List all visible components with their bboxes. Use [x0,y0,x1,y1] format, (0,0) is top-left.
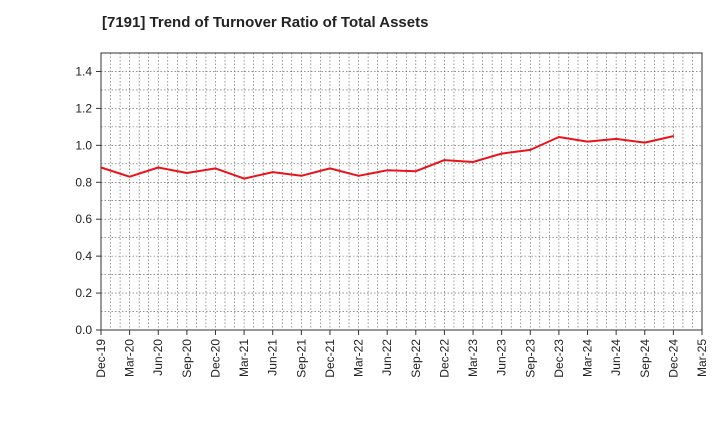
x-tick-label: Mar-23 [466,339,480,377]
data-point [157,166,160,169]
plot-area [101,53,702,330]
x-tick-label: Dec-21 [323,339,337,378]
x-tick-label: Mar-20 [123,339,137,377]
data-point [357,175,360,177]
data-point [558,136,560,138]
x-tick-label: Dec-23 [552,339,566,378]
x-tick-label: Jun-24 [609,339,623,376]
x-tick-label: Sep-20 [180,339,194,378]
x-tick-label: Jun-22 [380,339,394,376]
chart-title: [7191] Trend of Turnover Ratio of Total … [102,14,429,31]
y-tick-label: 0.8 [75,175,92,189]
x-tick-label: Mar-24 [581,339,595,377]
series-layer [100,135,675,180]
data-point [271,171,274,173]
data-point [128,175,131,178]
y-tick-label: 0.6 [75,212,92,226]
x-tick-label: Jun-23 [495,339,509,376]
y-tick-label: 0.2 [75,286,92,300]
y-tick-label: 1.0 [75,138,92,152]
data-point [100,166,102,169]
x-tick-label: Sep-23 [523,339,537,378]
x-tick-label: Jun-21 [266,339,280,376]
data-point [472,161,474,163]
y-tick-label: 0.4 [75,249,92,263]
x-tick-label: Dec-24 [666,339,680,378]
plot-border [100,52,703,331]
tick-labels: 0.0 0.2 0.4 0.6 0.8 1.0 1.2 1.4 Dec-19 Mar-20 Jun-… [75,64,709,377]
x-tick-label: Sep-22 [409,339,423,378]
data-point [443,159,446,161]
y-tick-label: 0.0 [75,323,92,337]
x-tick-label: Mar-21 [237,339,251,377]
data-point [643,141,646,144]
data-point [615,138,617,140]
data-point [586,140,589,143]
x-tick-label: Jun-20 [151,339,165,376]
data-point [329,167,331,170]
y-tick-label: 1.4 [75,64,92,78]
grid-lines [101,53,702,330]
axes [96,52,703,335]
x-tick-label: Sep-24 [638,339,652,378]
data-point [672,135,675,137]
x-tick-label: Dec-20 [208,339,222,378]
x-tick-label: Mar-22 [352,339,366,377]
y-tick-label: 1.2 [75,101,92,115]
x-tick-label: Sep-21 [294,339,308,378]
x-tick-label: Dec-22 [437,339,451,378]
data-point [243,177,245,180]
data-point [500,152,503,155]
x-tick-label: Mar-25 [695,339,709,377]
data-point [214,167,217,170]
data-point [415,170,417,172]
data-point [300,175,303,177]
data-point [386,169,388,172]
data-point [186,172,188,174]
x-tick-label: Dec-19 [94,339,108,378]
data-point [529,149,532,151]
